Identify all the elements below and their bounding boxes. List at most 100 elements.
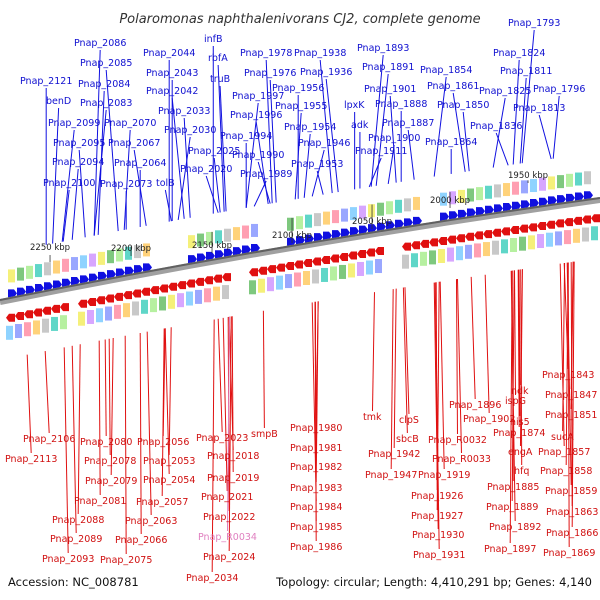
gene-label[interactable]: Pnap_1901 <box>364 84 416 95</box>
gene-label[interactable]: Pnap_2019 <box>207 473 259 484</box>
gene-label[interactable]: Pnap_1824 <box>493 48 545 59</box>
gene-label[interactable]: Pnap_1984 <box>290 502 342 513</box>
gene-label[interactable]: Pnap_1942 <box>368 449 420 460</box>
gene-label[interactable]: Pnap_2083 <box>80 98 132 109</box>
gene-label[interactable]: Pnap_2079 <box>85 476 137 487</box>
gene-label[interactable]: infB <box>204 34 223 45</box>
gene-label[interactable]: Pnap_2099 <box>48 118 100 129</box>
gene-label[interactable]: Pnap_2073 <box>100 179 152 190</box>
gene-label[interactable]: Pnap_1997 <box>232 91 284 102</box>
gene-label[interactable]: Pnap_1850 <box>437 100 489 111</box>
gene-label[interactable]: Pnap_1861 <box>427 81 479 92</box>
gene-label[interactable]: Pnap_2078 <box>84 456 136 467</box>
gene-label[interactable]: Pnap_2100 <box>43 178 95 189</box>
gene-label[interactable]: Pnap_2043 <box>146 68 198 79</box>
gene-label[interactable]: Pnap_1982 <box>290 462 342 473</box>
gene-label[interactable]: smpB <box>251 429 278 440</box>
gene-label[interactable]: Pnap_2044 <box>143 48 195 59</box>
gene-label[interactable]: Pnap_2066 <box>115 535 167 546</box>
gene-label[interactable]: Pnap_1985 <box>290 522 342 533</box>
gene-label[interactable]: sucA <box>551 432 574 443</box>
gene-label[interactable]: Pnap_2106 <box>23 434 75 445</box>
gene-label[interactable]: Pnap_2086 <box>74 38 126 49</box>
gene-label[interactable]: ispG <box>505 396 526 407</box>
gene-label[interactable]: Pnap_1843 <box>542 370 594 381</box>
gene-label[interactable]: Pnap_2063 <box>125 516 177 527</box>
gene-label[interactable]: Pnap_1851 <box>545 410 597 421</box>
gene-label[interactable]: Pnap_1866 <box>546 528 598 539</box>
gene-label[interactable]: Pnap_2067 <box>108 138 160 149</box>
gene-label[interactable]: Pnap_2113 <box>5 454 57 465</box>
gene-label[interactable]: Pnap_1825 <box>479 86 531 97</box>
gene-label[interactable]: Pnap_2075 <box>100 555 152 566</box>
gene-label[interactable]: Pnap_1796 <box>533 84 585 95</box>
gene-label[interactable]: Pnap_2056 <box>137 437 189 448</box>
gene-label[interactable]: Pnap_1813 <box>513 103 565 114</box>
gene-label[interactable]: hfq <box>514 466 529 477</box>
gene-label[interactable]: Pnap_1978 <box>240 48 292 59</box>
gene-label[interactable]: Pnap_1793 <box>508 18 560 29</box>
gene-label[interactable]: Pnap_1953 <box>291 159 343 170</box>
gene-label[interactable]: truB <box>210 74 230 85</box>
gene-label[interactable]: Pnap_1990 <box>232 150 284 161</box>
gene-label[interactable]: Pnap_1954 <box>284 122 336 133</box>
gene-label[interactable]: tmk <box>363 412 382 423</box>
gene-label[interactable]: Pnap_2064 <box>114 158 166 169</box>
gene-label[interactable]: Pnap_2022 <box>203 512 255 523</box>
gene-label[interactable]: Pnap_2088 <box>52 515 104 526</box>
gene-label[interactable]: Pnap_1976 <box>244 68 296 79</box>
gene-label[interactable]: Pnap_2081 <box>74 496 126 507</box>
gene-label[interactable]: Pnap_2021 <box>201 492 253 503</box>
gene-label[interactable]: Pnap_1891 <box>362 62 414 73</box>
gene-label[interactable]: Pnap_1874 <box>493 428 545 439</box>
gene-label[interactable]: sbcB <box>396 434 419 445</box>
gene-label[interactable]: Pnap_2034 <box>186 573 238 584</box>
gene-label[interactable]: Pnap_1889 <box>486 502 538 513</box>
gene-label[interactable]: Pnap_R0032 <box>428 435 487 446</box>
gene-label[interactable]: Pnap_1956 <box>272 83 324 94</box>
gene-label[interactable]: Pnap_1931 <box>413 550 465 561</box>
gene-label[interactable]: Pnap_1926 <box>411 491 463 502</box>
gene-label[interactable]: Pnap_1996 <box>230 110 282 121</box>
gene-label[interactable]: Pnap_2070 <box>104 118 156 129</box>
gene-label[interactable]: Pnap_2080 <box>80 437 132 448</box>
gene-label[interactable]: Pnap_1888 <box>375 99 427 110</box>
gene-label[interactable]: Pnap_2095 <box>53 138 105 149</box>
gene-label[interactable]: Pnap_1930 <box>412 530 464 541</box>
gene-label[interactable]: Pnap_2085 <box>80 58 132 69</box>
gene-label[interactable]: Pnap_1981 <box>290 443 342 454</box>
gene-label[interactable]: Pnap_2089 <box>50 534 102 545</box>
gene-label[interactable]: Pnap_1847 <box>545 390 597 401</box>
gene-label[interactable]: Pnap_1955 <box>275 101 327 112</box>
gene-label[interactable]: Pnap_1980 <box>290 423 342 434</box>
gene-label[interactable]: Pnap_1887 <box>382 118 434 129</box>
gene-label[interactable]: Pnap_1893 <box>357 43 409 54</box>
gene-label[interactable]: Pnap_1885 <box>487 482 539 493</box>
gene-label[interactable]: Pnap_2020 <box>180 164 232 175</box>
gene-label[interactable]: Pnap_2053 <box>143 456 195 467</box>
gene-label[interactable]: Pnap_1946 <box>298 138 350 149</box>
gene-label[interactable]: Pnap_R0033 <box>432 454 491 465</box>
gene-label[interactable]: Pnap_1869 <box>543 548 595 559</box>
gene-label[interactable]: Pnap_2057 <box>136 497 188 508</box>
gene-label[interactable]: Pnap_2030 <box>164 125 216 136</box>
gene-label[interactable]: Pnap_2084 <box>78 79 130 90</box>
gene-label[interactable]: Pnap_1864 <box>425 137 477 148</box>
gene-label[interactable]: Pnap_1836 <box>470 121 522 132</box>
gene-label[interactable]: Pnap_1854 <box>420 65 472 76</box>
gene-label[interactable]: Pnap_1911 <box>355 146 407 157</box>
gene-label[interactable]: Pnap_1986 <box>290 542 342 553</box>
gene-label[interactable]: Pnap_1902 <box>463 414 515 425</box>
gene-label[interactable]: Pnap_1938 <box>294 48 346 59</box>
gene-label[interactable]: Pnap_1983 <box>290 483 342 494</box>
gene-label[interactable]: Pnap_2025 <box>188 146 240 157</box>
gene-label[interactable]: Pnap_2054 <box>143 475 195 486</box>
gene-label[interactable]: Pnap_2023 <box>196 433 248 444</box>
gene-label[interactable]: Pnap_2018 <box>207 451 259 462</box>
gene-label[interactable]: Pnap_1863 <box>546 507 598 518</box>
gene-label[interactable]: Pnap_1927 <box>411 511 463 522</box>
gene-label[interactable]: Pnap_2042 <box>146 86 198 97</box>
gene-label[interactable]: rbfA <box>208 53 228 64</box>
gene-label[interactable]: his5 <box>510 417 530 428</box>
gene-label[interactable]: adk <box>351 120 369 131</box>
